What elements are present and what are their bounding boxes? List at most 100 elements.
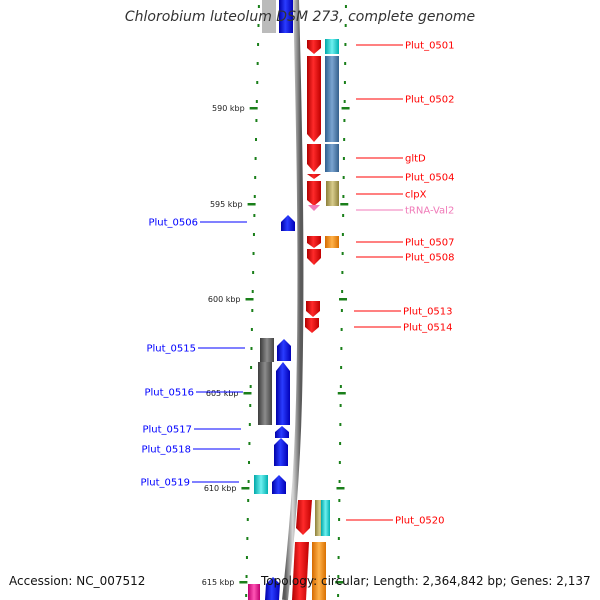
gene-label-plut-0501[interactable]: Plut_0501: [405, 41, 455, 52]
gene-label-plut-0506[interactable]: Plut_0506: [148, 218, 198, 229]
gene-extra-blue-arrow: [265, 577, 280, 600]
minor-tick-left: [247, 480, 250, 483]
minor-tick-left: [252, 271, 255, 274]
gene-plut-0506-arrow: [281, 215, 295, 231]
minor-tick-right: [343, 81, 346, 84]
minor-tick-right: [344, 5, 347, 8]
major-tick-right: [335, 581, 344, 584]
gene-label-plut-0514[interactable]: Plut_0514: [403, 323, 453, 334]
minor-tick-left: [256, 62, 259, 65]
minor-tick-right: [337, 556, 340, 559]
minor-tick-left: [245, 556, 248, 559]
minor-tick-left: [257, 5, 260, 8]
gene-plut-0513-arrow: [306, 301, 320, 317]
gene-label-plut-0508[interactable]: Plut_0508: [405, 253, 455, 264]
major-tick-right: [340, 203, 349, 206]
minor-tick-right: [340, 328, 343, 331]
gene-label-plut-0507[interactable]: Plut_0507: [405, 238, 455, 249]
gene-label-plut-0519[interactable]: Plut_0519: [140, 478, 190, 489]
gene-label-plut-0516[interactable]: Plut_0516: [144, 388, 194, 399]
domain-gray-0515: [260, 338, 274, 362]
major-tick: [241, 487, 250, 490]
major-tick: [245, 298, 254, 301]
feature-block-top-gray: [262, 0, 276, 33]
tick-label: 600 kbp: [208, 295, 241, 304]
domain-olive-0520: [315, 500, 324, 536]
minor-tick-left: [245, 575, 248, 578]
minor-tick-left: [253, 195, 256, 198]
tick-label: 605 kbp: [206, 389, 239, 398]
minor-tick-left: [248, 423, 251, 426]
gene-plut-0501-arrow: [307, 40, 321, 54]
gene-label-plut-0518[interactable]: Plut_0518: [141, 445, 191, 456]
minor-tick-left: [253, 214, 256, 217]
minor-tick-left: [255, 138, 258, 141]
gene-plut-0508-arrow: [307, 249, 321, 265]
minor-tick-left: [252, 233, 255, 236]
minor-tick-left: [250, 366, 253, 369]
topology-text: Topology: circular; Length: 2,364,842 bp…: [261, 574, 591, 588]
gene-label-clpx[interactable]: clpX: [405, 190, 427, 201]
minor-tick-right: [338, 461, 341, 464]
gene-label-gltd[interactable]: gltD: [405, 154, 426, 165]
major-tick-right: [339, 298, 348, 301]
minor-tick-left: [250, 328, 253, 331]
domain-gray-0516: [258, 362, 272, 425]
minor-tick-left: [248, 461, 251, 464]
domain-steel-gltd: [325, 144, 339, 172]
gene-plut-0502-arrow: [307, 56, 321, 142]
tick-label: 595 kbp: [210, 200, 243, 209]
minor-tick-right: [342, 195, 345, 198]
minor-tick-left: [255, 100, 258, 103]
major-tick: [247, 203, 256, 206]
gene-label-plut-0513[interactable]: Plut_0513: [403, 307, 453, 318]
gene-plut-0515-arrow: [277, 339, 291, 361]
minor-tick-left: [252, 252, 255, 255]
gene-plut-0516-arrow: [276, 362, 290, 425]
minor-tick-left: [254, 176, 257, 179]
minor-tick-left: [257, 43, 260, 46]
domain-orange-extra: [312, 542, 326, 600]
minor-tick-right: [342, 176, 345, 179]
gene-label-plut-0504[interactable]: Plut_0504: [405, 173, 455, 184]
minor-tick-right: [341, 252, 344, 255]
minor-tick-right: [340, 347, 343, 350]
minor-tick-right: [341, 233, 344, 236]
minor-tick-left: [245, 594, 248, 597]
major-tick: [243, 392, 252, 395]
minor-tick-left: [249, 385, 252, 388]
minor-tick-right: [340, 366, 343, 369]
minor-tick-right: [344, 62, 347, 65]
gene-trna-val2-arrow: [308, 205, 320, 211]
genome-backbone: [282, 0, 304, 600]
gene-label-plut-0502[interactable]: Plut_0502: [405, 95, 455, 106]
minor-tick-left: [249, 404, 252, 407]
major-tick: [249, 107, 258, 110]
minor-tick-right: [338, 499, 341, 502]
domain-orange-0507: [325, 236, 339, 248]
minor-tick-right: [342, 157, 345, 160]
minor-tick-left: [250, 347, 253, 350]
gene-label-trna-val2[interactable]: tRNA-Val2: [405, 206, 454, 217]
minor-tick-right: [343, 119, 346, 122]
minor-tick-left: [255, 119, 258, 122]
minor-tick-left: [257, 24, 260, 27]
gene-plut-0520-arrow: [296, 500, 312, 535]
gene-label-plut-0515[interactable]: Plut_0515: [146, 344, 196, 355]
minor-tick-right: [338, 480, 341, 483]
gene-label-plut-0517[interactable]: Plut_0517: [142, 425, 192, 436]
domain-cyan-0520: [321, 500, 330, 536]
gene-extra-red-arrow: [292, 542, 309, 600]
tick-label: 610 kbp: [204, 484, 237, 493]
gene-label-plut-0520[interactable]: Plut_0520: [395, 516, 445, 527]
minor-tick-right: [337, 575, 340, 578]
minor-tick-right: [339, 404, 342, 407]
feature-block-top-blue: [279, 0, 293, 33]
minor-tick-right: [339, 385, 342, 388]
minor-tick-right: [341, 290, 344, 293]
gene-clpx-arrow: [307, 181, 321, 206]
major-tick-right: [341, 107, 350, 110]
minor-tick-right: [344, 24, 347, 27]
gene-plut-0518-arrow: [274, 438, 288, 466]
